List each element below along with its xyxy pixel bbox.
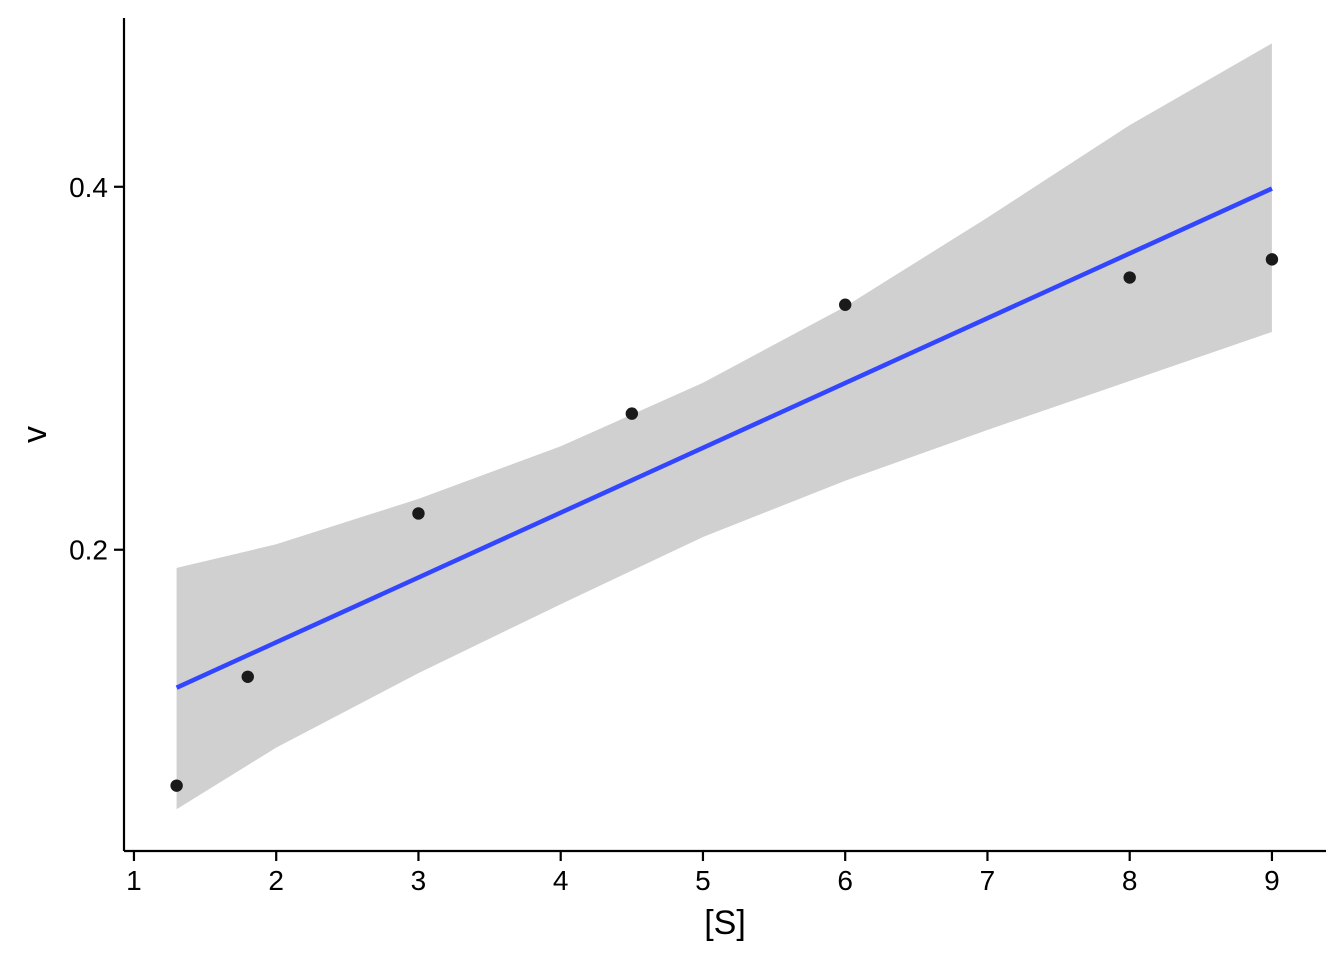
- x-tick-label: 1: [126, 865, 142, 896]
- x-tick-label: 7: [980, 865, 996, 896]
- x-tick-label: 8: [1122, 865, 1138, 896]
- fit-line-layer: [175, 186, 1273, 690]
- x-tick-label: 6: [837, 865, 853, 896]
- data-point: [170, 779, 183, 792]
- data-point: [625, 407, 639, 420]
- fit-line: [175, 186, 1273, 690]
- y-tick-label: 0.4: [69, 172, 108, 203]
- x-tick-label: 3: [411, 865, 427, 896]
- confidence-band-layer: [176, 43, 1272, 810]
- y-axis-ticks: 0.2 0.4: [69, 172, 124, 566]
- x-tick-label: 9: [1264, 865, 1280, 896]
- data-point: [241, 670, 254, 683]
- confidence-band: [176, 43, 1272, 810]
- y-tick-label: 0.2: [69, 535, 108, 566]
- x-tick-label: 5: [695, 865, 711, 896]
- x-axis-title: [S]: [704, 904, 746, 942]
- data-point: [839, 298, 852, 311]
- x-tick-label: 4: [553, 865, 569, 896]
- x-axis-ticks: 1 2 3 4 5 6 7 8 9: [126, 851, 1280, 896]
- data-point: [1123, 271, 1136, 284]
- data-point: [412, 507, 425, 520]
- y-axis-title: v: [16, 426, 54, 443]
- x-tick-label: 2: [268, 865, 284, 896]
- data-points-layer: [170, 253, 1279, 792]
- data-point: [1265, 253, 1279, 266]
- axes: [122, 18, 1326, 853]
